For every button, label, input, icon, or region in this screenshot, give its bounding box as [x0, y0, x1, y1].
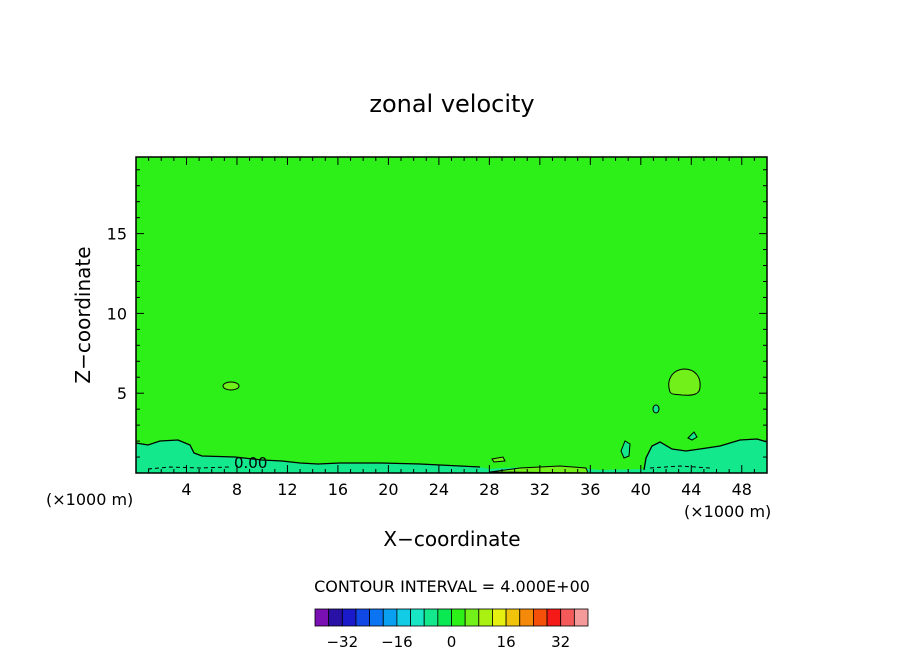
- colorbar-swatch: [464, 608, 480, 627]
- colorbar-swatch: [314, 608, 330, 627]
- zero-contour-fragment-1: [620, 440, 631, 459]
- colorbar-tick-label: 32: [551, 633, 570, 651]
- colorbar-swatch: [382, 608, 398, 627]
- colorbar-tick-label: −16: [381, 633, 413, 651]
- contour-interval-text: CONTOUR INTERVAL = 4.000E+00: [314, 577, 590, 596]
- colorbar-swatch: [410, 608, 425, 627]
- y-axis-ticks: 5 10 15: [107, 169, 767, 458]
- contour-label: 0.00: [234, 454, 267, 472]
- colorbar-swatch: [396, 608, 411, 627]
- dashed-contour-left: [147, 466, 231, 470]
- x-tick-label: 48: [732, 480, 752, 499]
- colorbar-swatch: [533, 608, 548, 627]
- zero-contour-right: [643, 438, 768, 471]
- zero-contour-fragment-2: [687, 431, 698, 441]
- colorbar-swatch: [505, 608, 521, 627]
- y-tick-label: 15: [107, 225, 127, 244]
- colorbar-swatch: [451, 608, 466, 627]
- x-units-left: (×1000 m): [46, 490, 133, 509]
- colorbar-swatch: [478, 608, 493, 627]
- y-axis-label: Z−coordinate: [71, 246, 95, 383]
- colorbar-swatch: [369, 608, 384, 627]
- x-tick-label: 36: [580, 480, 600, 499]
- zero-contour-fragment-3: [491, 456, 506, 463]
- colorbar-swatch: [519, 608, 534, 627]
- chart-title: zonal velocity: [369, 90, 534, 118]
- x-axis-ticks: 4 8 12 16 20 24 28 32 36 40 44 48: [148, 157, 755, 499]
- y-tick-label: 5: [117, 384, 127, 403]
- positive-blob-large: [668, 368, 701, 396]
- colorbar-swatch: [423, 608, 439, 627]
- x-tick-label: 8: [232, 480, 242, 499]
- colorbar-tick-label: −32: [326, 633, 358, 651]
- colorbar-swatch: [355, 608, 371, 627]
- x-tick-label: 20: [378, 480, 398, 499]
- x-tick-label: 24: [429, 480, 449, 499]
- x-tick-label: 4: [181, 480, 191, 499]
- zero-contour-left: [135, 439, 481, 468]
- y-tick-label: 10: [107, 304, 127, 323]
- x-axis-label: X−coordinate: [383, 527, 520, 551]
- colorbar-swatch: [341, 608, 357, 627]
- colorbar-swatch: [573, 608, 589, 627]
- colorbar-swatch: [560, 608, 575, 627]
- dashed-contour-right: [649, 465, 711, 469]
- x-tick-label: 40: [631, 480, 651, 499]
- colorbar: −32 −16 0 16 32: [314, 608, 589, 651]
- colorbar-swatch: [437, 608, 452, 627]
- colorbar-swatch: [492, 608, 507, 627]
- x-units-right: (×1000 m): [684, 502, 771, 521]
- x-tick-label: 32: [530, 480, 550, 499]
- colorbar-tick-label: 0: [447, 633, 457, 651]
- colorbar-swatch: [546, 608, 562, 627]
- colorbar-tick-label: 16: [497, 633, 516, 651]
- velocity-field-background: [136, 157, 767, 473]
- positive-blob-small: [222, 381, 240, 391]
- x-tick-label: 16: [328, 480, 348, 499]
- plot-area: 0.00: [135, 156, 768, 474]
- negative-blob-small: [652, 404, 660, 414]
- negative-velocity-region-right: [644, 439, 767, 473]
- colorbar-swatch: [328, 608, 343, 627]
- x-tick-label: 28: [479, 480, 499, 499]
- x-tick-label: 44: [681, 480, 701, 499]
- x-tick-label: 12: [277, 480, 297, 499]
- negative-velocity-region-left: [136, 440, 767, 473]
